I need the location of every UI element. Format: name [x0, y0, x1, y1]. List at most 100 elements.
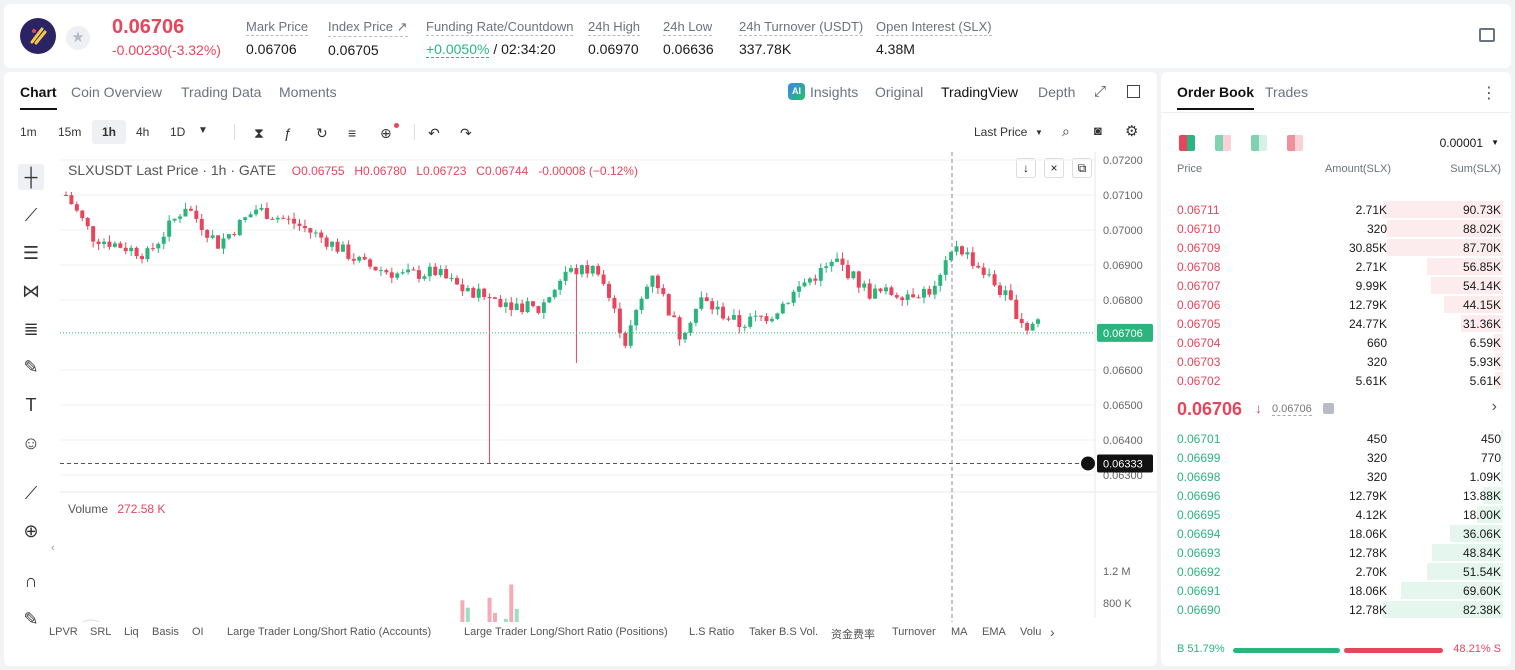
- collapse-toolbar-icon[interactable]: ‹: [51, 542, 55, 554]
- tab-coin-overview[interactable]: Coin Overview: [71, 84, 163, 100]
- more-options-icon[interactable]: ⋮: [1481, 85, 1497, 102]
- mid-chevron-right-icon[interactable]: ›: [1491, 398, 1497, 415]
- order-book-row[interactable]: 0.06710 320 88.02K: [1161, 219, 1511, 238]
- maximize-pane-icon[interactable]: ⧉: [1072, 158, 1092, 178]
- price-source-chevron-icon[interactable]: ▼: [1035, 128, 1043, 137]
- chart-settings-gear-icon[interactable]: ⚙: [1125, 123, 1139, 140]
- indicator-item[interactable]: Turnover: [892, 626, 936, 638]
- candle-type-icon[interactable]: ⧗: [254, 125, 264, 141]
- interval-1h[interactable]: 1h: [92, 120, 126, 144]
- templates-icon[interactable]: ≡: [348, 125, 357, 141]
- order-book-row[interactable]: 0.06690 12.78K 82.38K: [1161, 600, 1511, 619]
- tab-moments[interactable]: Moments: [279, 84, 337, 100]
- tab-original[interactable]: Original: [875, 84, 924, 100]
- candlestick-chart[interactable]: 0.07200 0.07100 0.07000 0.06900 0.06800 0.067…: [60, 152, 1157, 622]
- tab-chart[interactable]: Chart: [20, 84, 57, 110]
- precision-select[interactable]: 0.00001: [1439, 136, 1483, 150]
- indicator-item[interactable]: Volu: [1020, 626, 1042, 638]
- undo-icon[interactable]: ↶: [428, 125, 440, 141]
- fullscreen-icon[interactable]: [1127, 85, 1140, 98]
- indicator-item[interactable]: EMA: [982, 626, 1006, 638]
- add-alert-circle-icon[interactable]: [1081, 456, 1095, 471]
- ticker-stat-label[interactable]: Mark Price: [246, 19, 309, 36]
- interval-dropdown-icon[interactable]: ▼: [198, 125, 208, 136]
- prediction-tool-icon[interactable]: ≣: [23, 319, 39, 339]
- order-book-row[interactable]: 0.06695 4.12K 18.00K: [1161, 505, 1511, 524]
- compare-icon[interactable]: ↻: [316, 125, 328, 141]
- indicator-item[interactable]: MA: [951, 626, 968, 638]
- search-icon[interactable]: ⌕: [1062, 123, 1070, 139]
- price-source-select[interactable]: Last Price: [974, 125, 1028, 139]
- order-book-row[interactable]: 0.06706 12.79K 44.15K: [1161, 295, 1511, 314]
- ticker-stat-label[interactable]: 24h High: [588, 19, 641, 36]
- tab-insights[interactable]: Insights: [810, 84, 859, 100]
- interval-1d[interactable]: 1D: [170, 125, 186, 139]
- magnet-icon[interactable]: ∩: [24, 571, 38, 591]
- indicator-item[interactable]: OI: [192, 626, 204, 638]
- view-asks-icon[interactable]: [1287, 135, 1303, 151]
- order-book-row[interactable]: 0.06704 660 6.59K: [1161, 333, 1511, 352]
- indicator-item[interactable]: SRL: [90, 626, 112, 638]
- indicator-scroll-right-icon[interactable]: ›: [1050, 624, 1055, 640]
- layout-settings-icon[interactable]: [1479, 28, 1495, 42]
- fib-tool-icon[interactable]: ☰: [22, 243, 40, 263]
- indicator-item[interactable]: Liq: [124, 626, 139, 638]
- order-book-row[interactable]: 0.06692 2.70K 51.54K: [1161, 562, 1511, 581]
- view-both-icon[interactable]: [1179, 135, 1195, 151]
- zoom-in-icon[interactable]: ⊕: [23, 521, 39, 541]
- order-book-row[interactable]: 0.06705 24.77K 31.36K: [1161, 314, 1511, 333]
- tab-trading-data[interactable]: Trading Data: [181, 84, 262, 100]
- order-book-row[interactable]: 0.06707 9.99K 54.14K: [1161, 276, 1511, 295]
- interval-1m[interactable]: 1m: [20, 125, 37, 139]
- order-book-row[interactable]: 0.06691 18.06K 69.60K: [1161, 581, 1511, 600]
- favorite-star-icon[interactable]: ★: [66, 26, 90, 50]
- tab-depth[interactable]: Depth: [1038, 84, 1076, 100]
- view-bids-icon[interactable]: [1215, 135, 1231, 151]
- lock-drawing-icon[interactable]: ✎: [23, 609, 39, 629]
- pattern-tool-icon[interactable]: ⋈: [22, 281, 40, 301]
- indicator-item[interactable]: Basis: [152, 626, 179, 638]
- indicator-item[interactable]: Large Trader Long/Short Ratio (Positions…: [464, 626, 668, 638]
- ticker-stat-label[interactable]: Index Price ↗: [328, 19, 408, 37]
- trend-line-icon[interactable]: ⟋: [24, 205, 38, 225]
- redo-icon[interactable]: ↷: [460, 125, 472, 141]
- order-book-row[interactable]: 0.06696 12.79K 13.88K: [1161, 486, 1511, 505]
- text-tool-icon[interactable]: T: [25, 395, 37, 415]
- order-book-row[interactable]: 0.06702 5.61K 5.61K: [1161, 371, 1511, 390]
- precision-chevron-icon[interactable]: ▼: [1491, 138, 1499, 147]
- indicator-item[interactable]: Large Trader Long/Short Ratio (Accounts): [227, 626, 432, 638]
- order-book-row[interactable]: 0.06698 320 1.09K: [1161, 467, 1511, 486]
- add-alert-icon[interactable]: ⊕: [380, 125, 392, 141]
- ticker-stat-label[interactable]: 24h Turnover (USDT): [739, 19, 864, 36]
- order-book-row[interactable]: 0.06711 2.71K 90.73K: [1161, 200, 1511, 219]
- collapse-pane-icon[interactable]: ×: [1044, 158, 1064, 178]
- order-book-row[interactable]: 0.06693 12.78K 48.84K: [1161, 543, 1511, 562]
- indicator-item[interactable]: Taker B.S Vol.: [749, 626, 819, 638]
- crosshair-icon[interactable]: ┼: [18, 164, 44, 190]
- ticker-stat-label[interactable]: 24h Low: [663, 19, 713, 36]
- ticker-stat-label[interactable]: Funding Rate/Countdown: [426, 19, 574, 36]
- order-book-row[interactable]: 0.06699 320 770: [1161, 448, 1511, 467]
- tab-trades[interactable]: Trades: [1265, 84, 1309, 100]
- screenshot-icon[interactable]: ◙: [1094, 123, 1102, 138]
- order-book-row[interactable]: 0.06709 30.85K 87.70K: [1161, 238, 1511, 257]
- indicators-icon[interactable]: ƒ: [284, 125, 292, 141]
- ruler-icon[interactable]: ⟋: [24, 483, 38, 503]
- tab-tradingview[interactable]: TradingView: [941, 84, 1019, 100]
- indicator-item[interactable]: LPVR: [49, 626, 78, 638]
- indicator-item[interactable]: 资金费率: [831, 629, 875, 641]
- order-book-row[interactable]: 0.06701 450 450: [1161, 429, 1511, 448]
- brush-icon[interactable]: ✎: [23, 357, 39, 377]
- order-book-row[interactable]: 0.06703 320 5.93K: [1161, 352, 1511, 371]
- tab-order-book[interactable]: Order Book: [1177, 84, 1255, 110]
- order-book-row[interactable]: 0.06694 18.06K 36.06K: [1161, 524, 1511, 543]
- indicator-item[interactable]: L.S Ratio: [689, 626, 735, 638]
- view-buy-icon[interactable]: [1251, 135, 1267, 151]
- emoji-icon[interactable]: ☺: [21, 433, 41, 453]
- ticker-stat-label[interactable]: Open Interest (SLX): [876, 19, 992, 36]
- interval-15m[interactable]: 15m: [58, 125, 82, 139]
- order-book-row[interactable]: 0.06708 2.71K 56.85K: [1161, 257, 1511, 276]
- expand-icon[interactable]: ⤢: [1094, 83, 1107, 100]
- scroll-down-icon[interactable]: ↓: [1016, 158, 1036, 178]
- interval-4h[interactable]: 4h: [136, 125, 150, 139]
